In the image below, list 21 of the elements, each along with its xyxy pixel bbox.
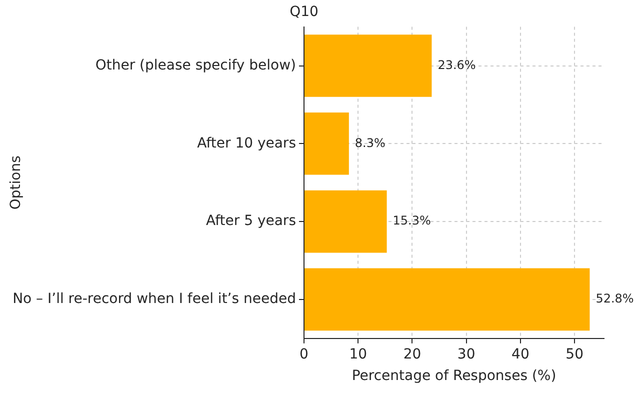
data-label: 8.3% <box>354 136 386 150</box>
x-tick-label: 10 <box>349 346 368 362</box>
x-tick-label: 40 <box>512 346 530 362</box>
bar <box>304 268 590 331</box>
data-label: 23.6% <box>438 58 476 72</box>
chart-title: Q10 <box>290 4 318 20</box>
y-tick-label: No – I’ll re-record when I feel it’s needed <box>12 291 296 308</box>
x-tick-label: 30 <box>457 346 476 362</box>
bar <box>304 112 349 175</box>
bar <box>304 190 387 253</box>
x-tick-label: 20 <box>403 346 422 362</box>
bar <box>304 34 432 97</box>
y-tick-label: After 5 years <box>206 213 296 230</box>
x-axis-title: Percentage of Responses (%) <box>352 368 556 384</box>
data-label: 15.3% <box>392 214 431 228</box>
y-axis-title: Options <box>8 156 24 210</box>
y-tick-label: Other (please specify below) <box>95 57 296 74</box>
x-tick-label: 0 <box>300 346 308 362</box>
y-tick-label: After 10 years <box>197 135 296 152</box>
x-tick-label: 50 <box>566 346 584 362</box>
data-label: 52.8% <box>596 292 634 306</box>
